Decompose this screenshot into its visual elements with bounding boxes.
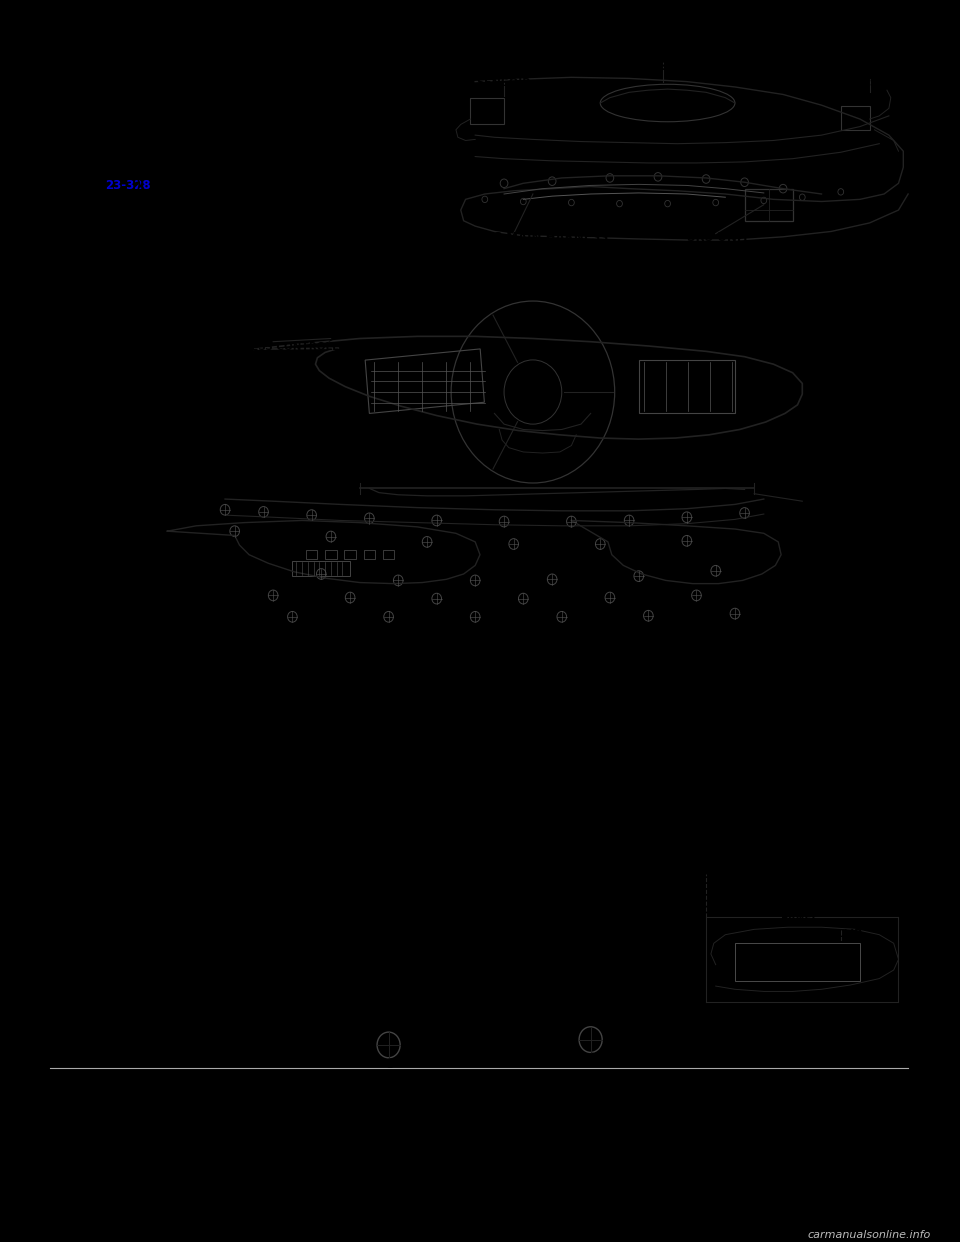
Text: INSTRUMENT: INSTRUMENT (774, 900, 851, 910)
Text: BOLSTER: BOLSTER (783, 707, 852, 717)
Text: BRIGHTNESS CONTROLLER: BRIGHTNESS CONTROLLER (198, 342, 354, 351)
Bar (470, 98, 504, 124)
Text: Replace the entire affected SRS harness assem-: Replace the entire affected SRS harness … (105, 195, 425, 209)
Text: to prevent damage.: to prevent damage. (54, 289, 171, 302)
Text: Drivers:: Drivers: (54, 310, 107, 324)
Text: RIGHT  DASH: RIGHT DASH (846, 66, 927, 76)
Text: ® RETRACTOR  SWITCH/DASH: ® RETRACTOR SWITCH/DASH (779, 323, 952, 333)
Text: SRS UNIT: SRS UNIT (686, 231, 749, 245)
Text: bly if it has an open circuit or damaged wiring.: bly if it has an open circuit or damaged… (105, 209, 417, 222)
Text: ® TCS SWITCH: ® TCS SWITCH (769, 469, 855, 479)
Bar (383, 550, 395, 559)
Text: KNEE BOLSTER: KNEE BOLSTER (735, 1015, 828, 1025)
Text: harness, install the short connectors (see page: harness, install the short connectors (s… (105, 165, 420, 178)
Text: ⑤ KNEE BOLSTER: ⑤ KNEE BOLSTER (783, 745, 890, 755)
Text: ② DASHBOARD LOWER: ② DASHBOARD LOWER (148, 713, 289, 723)
Text: PASSENGER’S AIRBAG: PASSENGER’S AIRBAG (634, 60, 780, 73)
Text: SRS MAIN HARNESS: SRS MAIN HARNESS (476, 231, 609, 245)
Text: connectors.: connectors. (181, 694, 247, 704)
Bar (745, 189, 793, 221)
Text: CLIP: CLIP (837, 929, 863, 939)
Text: steering column and related parts.: steering column and related parts. (54, 242, 260, 255)
Bar (345, 550, 356, 559)
Text: 20-54: 20-54 (42, 1200, 105, 1220)
Bar (364, 550, 375, 559)
Text: CAUTION:  When prying with a flat tip screw-: CAUTION: When prying with a flat tip scr… (54, 261, 353, 274)
Text: ③: ③ (586, 1052, 596, 1066)
Text: PAD: PAD (783, 758, 820, 768)
Text: ® RETRACTOR  SWITCH/DASH: ® RETRACTOR SWITCH/DASH (172, 328, 347, 338)
Text: PAD: PAD (743, 1028, 768, 1038)
Bar (293, 561, 350, 576)
Text: ⑦ KNEE: ⑦ KNEE (783, 694, 829, 704)
Text: driver, wrap it with protective tape or a shop towel: driver, wrap it with protective tape or … (54, 276, 356, 288)
Text: Component Removal/Installation (cont’d): Component Removal/Installation (cont’d) (85, 43, 458, 58)
Text: ●: ● (92, 122, 102, 132)
Text: CAUTION:: CAUTION: (90, 107, 157, 119)
Bar (306, 550, 318, 559)
Text: carmanualsonline.info: carmanualsonline.info (808, 1230, 931, 1240)
Text: NOTE:  Take care not to scratch the dashboard,: NOTE: Take care not to scratch the dashb… (54, 229, 333, 241)
Text: LEFT  DASH: LEFT DASH (476, 66, 549, 76)
Text: yellow outer insulation.: yellow outer insulation. (105, 135, 261, 148)
Text: COVER (Driver’s): COVER (Driver’s) (167, 727, 274, 737)
Text: SRS  wire  harnesses  are  routed  near  the  steering
column.: SRS wire harnesses are routed near the s… (54, 73, 368, 101)
Bar (735, 943, 860, 981)
Text: Installation is the reverse of the removal procedure.: Installation is the reverse of the remov… (54, 1074, 362, 1088)
Text: Dashboard: Dashboard (50, 36, 178, 56)
Text: PANEL: PANEL (781, 913, 818, 923)
Text: ●: ● (92, 195, 102, 205)
Text: ●: ● (92, 152, 102, 161)
Bar (325, 550, 337, 559)
Text: All SRS wiring harnesses are covered with: All SRS wiring harnesses are covered wit… (105, 122, 386, 134)
Text: Before disconnecting any part of the SRS wire: Before disconnecting any part of the SRS… (105, 152, 412, 164)
Text: BRACE: BRACE (783, 662, 836, 672)
Text: ® INSTRUMENT: ® INSTRUMENT (783, 440, 875, 450)
Text: 23-328: 23-328 (105, 179, 151, 193)
Text: NOTE:  Make sure the connectors are connected properly.: NOTE: Make sure the connectors are conne… (66, 1097, 407, 1109)
Text: Disconnect the connectors.: Disconnect the connectors. (805, 494, 960, 507)
Text: ⑨ DASHBOARD: ⑨ DASHBOARD (783, 648, 876, 660)
Text: ).: ). (135, 179, 146, 193)
Text: Disconnect the: Disconnect the (181, 681, 266, 691)
Text: PANEL: PANEL (783, 453, 831, 463)
Bar (365, 349, 485, 414)
Bar (841, 107, 870, 129)
Text: SENSOIR: SENSOIR (476, 78, 531, 88)
Bar (638, 360, 735, 414)
Text: ①: ① (384, 1058, 395, 1071)
Text: SENSOR: SENSOR (846, 78, 897, 88)
